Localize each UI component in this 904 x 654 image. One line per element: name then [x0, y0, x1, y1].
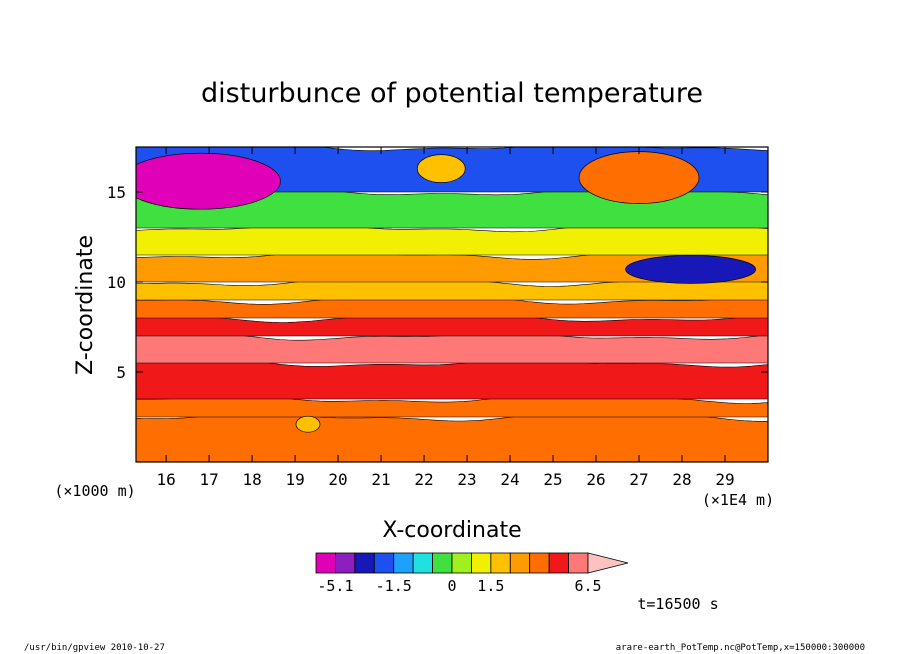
x-tick-label: 28	[672, 470, 691, 489]
contour-core-1	[578, 151, 700, 204]
colorbar-swatch-13	[568, 552, 589, 574]
contour-band-3	[136, 331, 768, 364]
footer-right: arare-earth_PotTemp.nc@PotTemp,x=150000:…	[616, 643, 865, 653]
colorbar-arrow	[587, 552, 629, 574]
x-tick-label: 17	[199, 470, 218, 489]
plot-frame	[135, 146, 769, 463]
colorbar-tick-label: 6.5	[574, 577, 601, 595]
chart-title: disturbunce of potential temperature	[201, 78, 703, 109]
contour-core-4	[295, 415, 321, 433]
y-axis-label: Z-coordinate	[73, 235, 98, 375]
y-tick-label: 15	[107, 183, 126, 202]
colorbar-swatch-10	[509, 552, 531, 574]
colorbar-swatch-4	[393, 552, 414, 574]
x-tick-label: 21	[371, 470, 390, 489]
colorbar: -5.1 -1.5 0 1.5 6.5	[315, 552, 629, 595]
colorbar-swatch-2	[354, 552, 375, 574]
y-tick-label: 10	[107, 273, 126, 292]
contour-core-0	[136, 152, 281, 210]
colorbar-tick-label: -1.5	[376, 577, 412, 595]
x-tick-label: 25	[543, 470, 562, 489]
contour-core-3	[625, 255, 756, 284]
colorbar-swatch-8	[471, 552, 492, 574]
contour-plot-area: 16 17 18 19 20 21 22 23 24 25 26 27 28 29 5 10 15	[107, 146, 769, 489]
x-unit-left: (×1000 m)	[54, 482, 135, 500]
x-tick-label: 20	[328, 470, 347, 489]
colorbar-swatch-11	[529, 552, 550, 574]
colorbar-swatch-0	[315, 552, 336, 574]
x-tick-label: 29	[715, 470, 734, 489]
colorbar-swatch-12	[548, 552, 569, 574]
x-tick-label: 27	[629, 470, 648, 489]
colorbar-swatch-6	[432, 552, 453, 574]
x-tick-label: 26	[586, 470, 605, 489]
contour-band-0	[136, 412, 768, 462]
colorbar-tick-label: 0	[447, 577, 456, 595]
colorbar-tick-label: 1.5	[477, 577, 504, 595]
x-axis-label: X-coordinate	[382, 518, 521, 543]
colorbar-swatch-7	[451, 552, 472, 574]
y-tick-label: 5	[116, 363, 126, 382]
contour-core-2	[416, 154, 466, 183]
colorbar-swatch-5	[412, 552, 433, 574]
footer-left: /usr/bin/gpview 2010-10-27	[24, 643, 165, 653]
x-unit-right: (×1E4 m)	[702, 491, 774, 509]
colorbar-swatch-3	[373, 552, 395, 574]
colorbar-swatch-1	[335, 552, 356, 574]
time-label: t=16500 s	[637, 595, 718, 613]
x-tick-label: 22	[414, 470, 433, 489]
colorbar-swatch-9	[490, 552, 511, 574]
x-tick-label: 18	[242, 470, 261, 489]
x-tick-label: 19	[285, 470, 304, 489]
x-tick-label: 23	[457, 470, 476, 489]
x-tick-label: 24	[500, 470, 519, 489]
contour-band-2	[136, 358, 768, 400]
colorbar-tick-label: -5.1	[317, 577, 353, 595]
x-tick-label: 16	[156, 470, 175, 489]
